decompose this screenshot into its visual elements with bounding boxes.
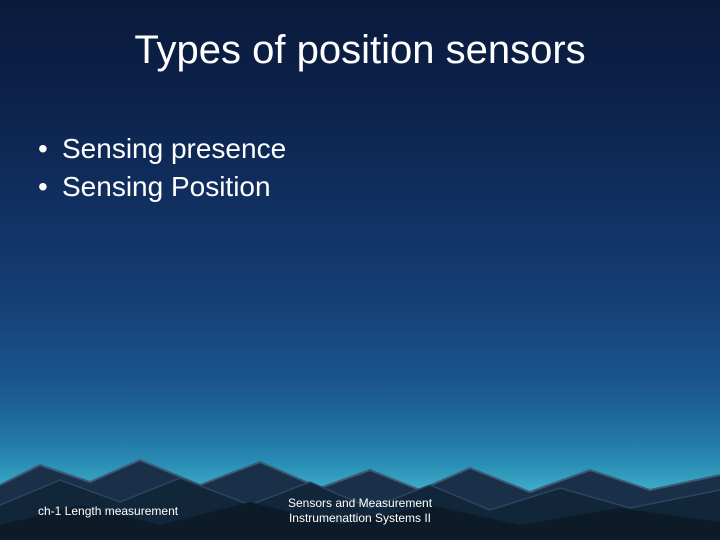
slide-title: Types of position sensors xyxy=(0,28,720,73)
footer-center: Sensors and Measurement Instrumenattion … xyxy=(288,496,432,526)
footer-left: ch-1 Length measurement xyxy=(38,504,178,518)
bullet-item: Sensing Position xyxy=(38,168,286,206)
bullet-list: Sensing presence Sensing Position xyxy=(38,130,286,206)
slide: Types of position sensors Sensing presen… xyxy=(0,0,720,540)
bullet-item: Sensing presence xyxy=(38,130,286,168)
